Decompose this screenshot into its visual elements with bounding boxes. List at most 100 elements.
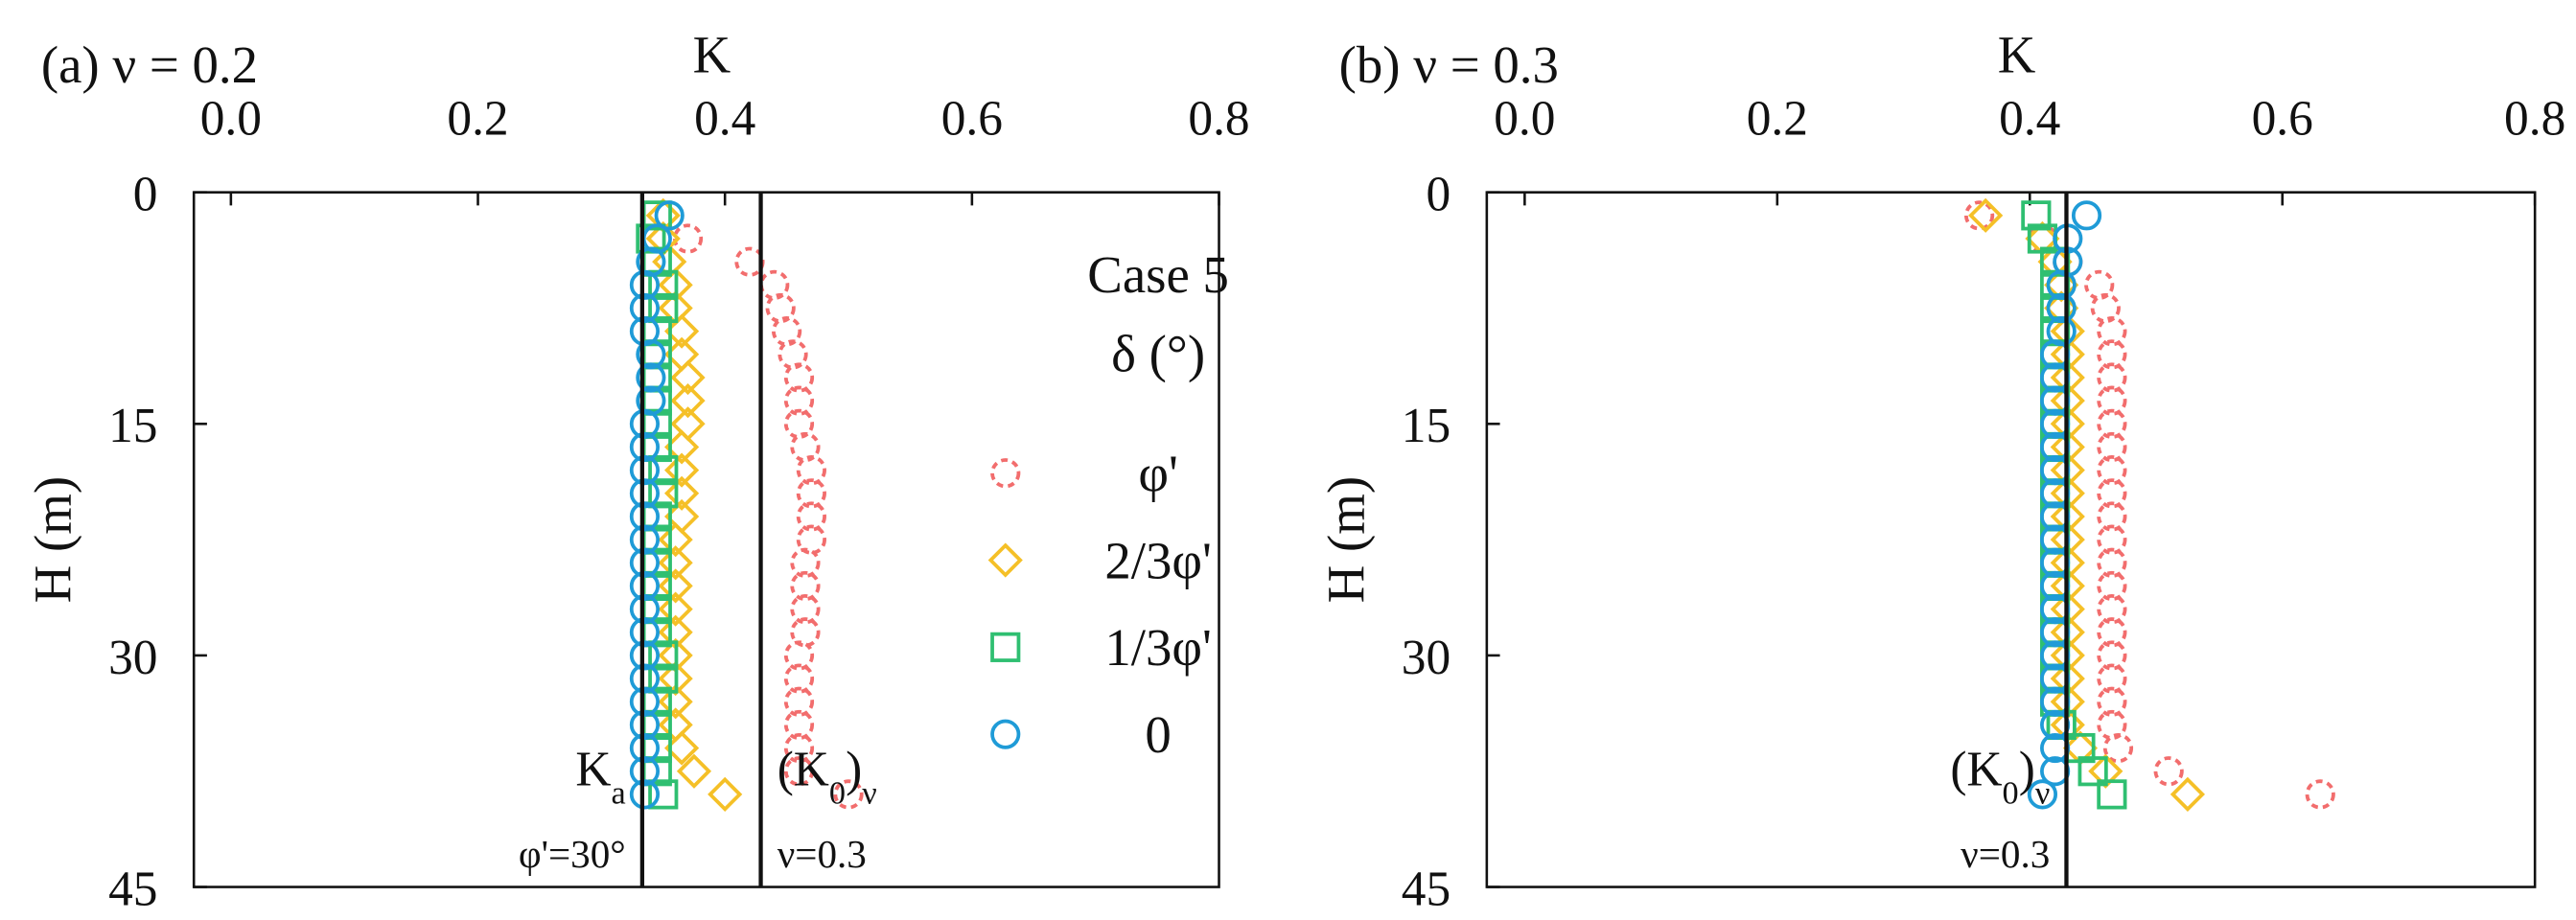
text-part: 0 [2003,774,2019,811]
y-tick-label: 15 [1402,399,1450,453]
data-point [636,362,666,393]
data-point [2077,756,2108,787]
legend-marker [987,542,1023,578]
data-point [783,732,815,764]
reference-label: (K0)ν [1950,742,2050,811]
data-point [783,756,815,787]
x-tick-label: 0.2 [1747,92,1808,147]
data-point [2084,269,2115,300]
data-point [629,640,661,671]
y-tick-label: 0 [1426,168,1450,222]
legend-marker [990,719,1021,749]
data-point [629,756,661,787]
data-point [2046,292,2077,324]
data-point [783,362,815,393]
reference-note: ν=0.3 [777,832,867,876]
data-point [777,339,808,370]
legend-label: 2/3φ' [1104,531,1212,589]
data-point [783,663,815,694]
y-tick-label: 45 [1402,862,1450,916]
data-point [772,316,802,347]
data-point [648,640,679,671]
data-point [658,568,693,604]
data-point [629,570,661,602]
data-point [629,594,661,625]
data-point [796,478,826,509]
data-point [2097,408,2127,439]
y-axis-label: H (m) [1316,476,1375,603]
data-point [2097,385,2127,416]
data-point [648,455,679,486]
data-point [2170,776,2206,812]
data-point [2097,455,2127,486]
data-point [1968,197,2004,233]
data-point [2153,756,2184,787]
data-point [833,779,864,810]
data-point [629,292,661,324]
data-point [629,408,661,439]
plot-frame [1485,191,2537,888]
data-point [2097,431,2127,463]
data-point [2046,269,2077,300]
panel-label: (b) ν = 0.3 [1339,35,1559,94]
data-point [670,359,706,396]
data-point [2097,524,2127,555]
data-point [648,292,679,324]
data-point [2305,779,2335,810]
data-point [2097,362,2127,393]
data-point [765,292,796,324]
data-point [629,663,661,694]
data-point [2097,478,2127,509]
data-point [629,269,661,300]
data-point [664,452,700,488]
data-point [629,478,661,509]
x-axis-label: K [1998,26,2036,84]
data-point [2027,779,2058,810]
data-point [629,524,661,555]
data-point [2097,570,2127,602]
data-point [2021,200,2052,231]
text-part: 0 [829,774,846,811]
data-point [648,779,679,810]
data-point [648,663,679,694]
data-point [796,524,826,555]
data-point [796,455,826,486]
panel-label: (a) ν = 0.2 [41,35,258,94]
text-part: ) [2019,742,2035,796]
data-point [629,779,661,810]
x-tick-label: 0.4 [1999,92,2060,147]
data-point [2097,686,2127,717]
legend-label: 0 [1145,705,1171,764]
y-tick-label: 30 [108,631,157,685]
y-tick-label: 45 [108,862,157,916]
legend-label: φ' [1138,445,1178,503]
y-tick-label: 30 [1402,631,1450,685]
y-axis-label: H (m) [24,476,82,603]
data-point [796,501,826,532]
data-point [2097,316,2127,347]
data-point [790,594,821,625]
data-point [658,545,693,581]
x-tick-label: 0.6 [941,92,1003,147]
reference-note: ν=0.3 [1961,832,2050,876]
data-point [790,617,821,648]
data-point [783,709,815,741]
reference-label: (K0)ν [777,742,877,811]
data-point [790,570,821,602]
legend-title: Case 5 [1087,245,1229,304]
data-point [2097,779,2127,810]
data-point [672,223,704,254]
legend-label: 1/3φ' [1104,618,1212,677]
data-point [629,501,661,532]
reference-note: φ'=30° [519,832,626,876]
text-part: (K [1950,742,2002,796]
data-point [629,547,661,578]
data-point [2097,501,2127,532]
legend-marker [990,458,1021,489]
data-point [636,339,666,370]
data-point [2090,292,2121,324]
data-point [783,408,815,439]
data-point [783,640,815,671]
y-tick-label: 15 [108,399,157,453]
